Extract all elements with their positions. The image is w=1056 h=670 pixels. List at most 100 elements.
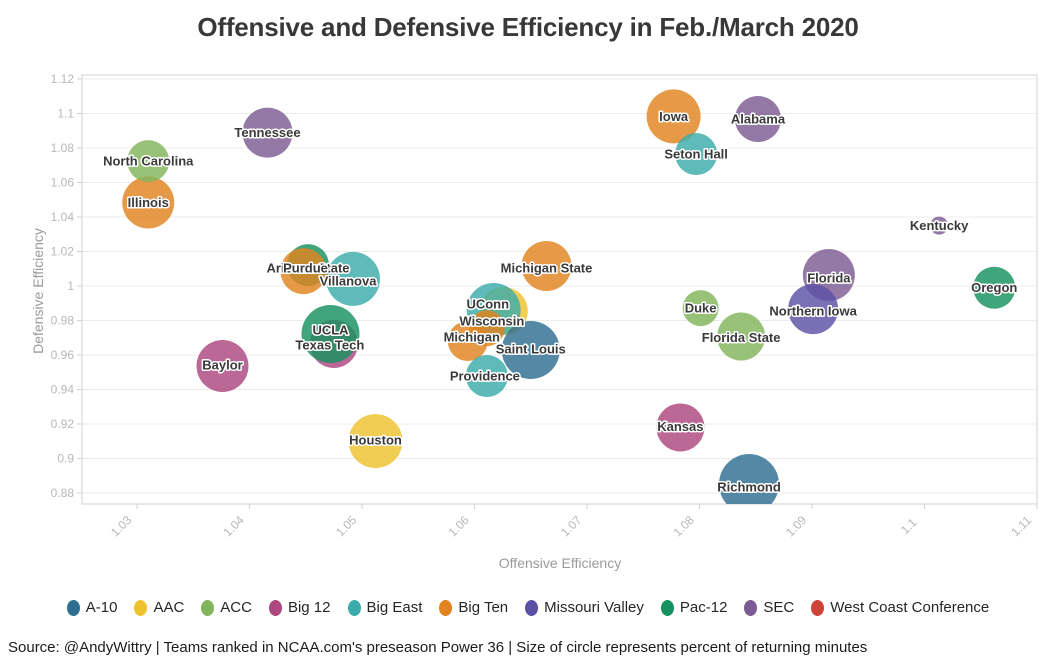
legend-label: Big Ten: [458, 599, 509, 616]
bubble-kansas: [656, 403, 705, 452]
bubble-iowa: [646, 89, 701, 144]
bubble-label-michigan: Michigan: [444, 330, 500, 345]
bubble-label-kansas: Kansas: [657, 419, 703, 434]
legend-label: A-10: [85, 599, 118, 616]
bubble-label-duke: Duke: [685, 301, 717, 316]
legend-swatch-pac-12: [660, 599, 674, 616]
bubble-tennessee: [242, 107, 293, 158]
legend-swatch-big-east: [347, 599, 361, 616]
bubble-label-iowa: Iowa: [659, 109, 689, 124]
legend-label: SEC: [763, 599, 795, 616]
bubble-label-florida-state: Florida State: [702, 330, 781, 345]
legend-label: AAC: [153, 599, 185, 616]
bubble-label-texas-tech: Texas Tech: [295, 337, 364, 352]
bubble-label-ucla: UCLA: [312, 322, 349, 337]
bubble-label-villanova: Villanova: [320, 273, 378, 288]
bubble-label-alabama: Alabama: [731, 112, 786, 127]
bubble-label-michigan-state: Michigan State: [501, 260, 593, 275]
legend-item-aac: AAC: [134, 599, 184, 616]
bubble-kentucky: [930, 216, 949, 235]
x-tick-label: 1.11: [1008, 513, 1034, 539]
y-tick-label: 0.96: [51, 348, 75, 362]
legend-item-big-12: Big 12: [268, 599, 331, 616]
chart-title: Offensive and Defensive Efficiency in Fe…: [197, 12, 859, 42]
y-tick-label: 1.1: [57, 107, 74, 121]
y-tick-label: 0.98: [51, 314, 75, 328]
y-tick-label: 0.92: [51, 417, 75, 431]
legend-item-big-east: Big East: [347, 599, 423, 616]
x-tick-label: 1.06: [445, 513, 472, 540]
bubble-oregon: [973, 266, 1016, 309]
bubble-label-northern-iowa: Northern Iowa: [769, 304, 857, 319]
plot-area: 1.12 1.1 1.08 1.06 1.04 1.02 1 0.98 0.96 0.94 0.92…: [51, 72, 1038, 540]
y-tick-label: 1.02: [51, 245, 75, 259]
legend-swatch-a-10: [66, 599, 80, 616]
legend-label: Big East: [366, 599, 423, 616]
legend-item-pac-12: Pac-12: [660, 599, 728, 616]
legend-item-a-10: A-10: [66, 599, 118, 616]
plot-border: [81, 74, 1038, 505]
bubble-label-providence: Providence: [450, 369, 520, 384]
bubble-label-purdue: Purdue: [283, 261, 328, 276]
bubble-label-wisconsin: Wisconsin: [459, 314, 524, 329]
bubble-baylor: [196, 340, 249, 393]
bubble-label-uconn: UConn: [466, 297, 509, 312]
y-axis-title: Defensive Efficiency: [30, 228, 46, 354]
bubbles-layer: [122, 89, 1016, 504]
legend-swatch-big-12: [268, 599, 282, 616]
legend-swatch-aac: [134, 599, 148, 616]
bubble-label-oregon: Oregon: [971, 280, 1017, 295]
bubble-florida-state: [717, 312, 766, 361]
bubble-label-illinois: Illinois: [128, 195, 169, 210]
bubble-label-north-carolina: North Carolina: [103, 154, 194, 169]
bubble-illinois: [122, 176, 175, 229]
y-tick-label: 1.12: [51, 72, 75, 86]
bubble-northern-iowa: [788, 284, 839, 335]
x-tick-label: 1.04: [220, 513, 247, 540]
bubble-label-florida: Florida: [807, 270, 851, 285]
x-tick-label: 1.08: [670, 513, 697, 540]
x-tick-label: 1.09: [783, 513, 810, 540]
legend-swatch-big-ten: [439, 599, 453, 616]
bubble-label-baylor: Baylor: [202, 358, 242, 373]
bubble-duke: [682, 290, 719, 327]
bubble-michigan: [447, 321, 488, 362]
bubble-seton-hall: [675, 133, 718, 176]
y-tick-label: 1.04: [51, 210, 75, 224]
bubble-villanova: [326, 251, 380, 306]
bubble-labels-layer: Illinois North Carolina Tennessee Iowa Alaba…: [102, 107, 1019, 496]
legend-swatch-missouri-valley: [525, 599, 539, 616]
bubble-purdue: [280, 248, 327, 295]
x-tick-label: 1.07: [558, 513, 585, 540]
bubble-label-kentucky: Kentucky: [910, 218, 969, 233]
bubble-label-saint-louis: Saint Louis: [496, 341, 566, 356]
legend-label: Pac-12: [679, 599, 728, 616]
bubble-label-seton-hall: Seton Hall: [664, 147, 728, 162]
bubble-michigan-state: [521, 240, 572, 291]
source-note: Source: @AndyWittry | Teams ranked in NC…: [8, 639, 868, 656]
legend-swatch-acc: [201, 599, 215, 616]
bubble-alabama: [735, 96, 781, 143]
y-tick-label: 1.06: [51, 176, 75, 190]
bubble-north-carolina: [127, 140, 170, 183]
bubble-ucla: [301, 304, 360, 363]
bubble-houston: [348, 414, 403, 469]
y-tick-label: 0.88: [51, 486, 75, 500]
legend-item-big-ten: Big Ten: [439, 599, 508, 616]
legend-label: Big 12: [287, 599, 331, 616]
legend-swatch-sec: [744, 599, 758, 616]
legend: A-10 AAC ACC Big 12 Big East Big Ten Missouri …: [0, 599, 1056, 616]
bubble-saint-louis: [501, 320, 560, 379]
y-tick-label: 1.08: [51, 141, 75, 155]
x-tick-label: 1.03: [108, 513, 135, 540]
legend-label: ACC: [220, 599, 252, 616]
bubble-label-tennessee: Tennessee: [234, 125, 300, 140]
bubble-label-arizona-state: Arizona State: [266, 261, 349, 276]
legend-item-west-coast-conference: West Coast Conference: [811, 599, 989, 616]
y-tick-label: 0.9: [57, 452, 74, 466]
x-axis-title: Offensive Efficiency: [498, 555, 622, 571]
y-tick-label: 0.94: [51, 383, 75, 397]
x-tick-label: 1.1: [898, 515, 920, 537]
legend-swatch-west-coast-conference: [811, 599, 825, 616]
